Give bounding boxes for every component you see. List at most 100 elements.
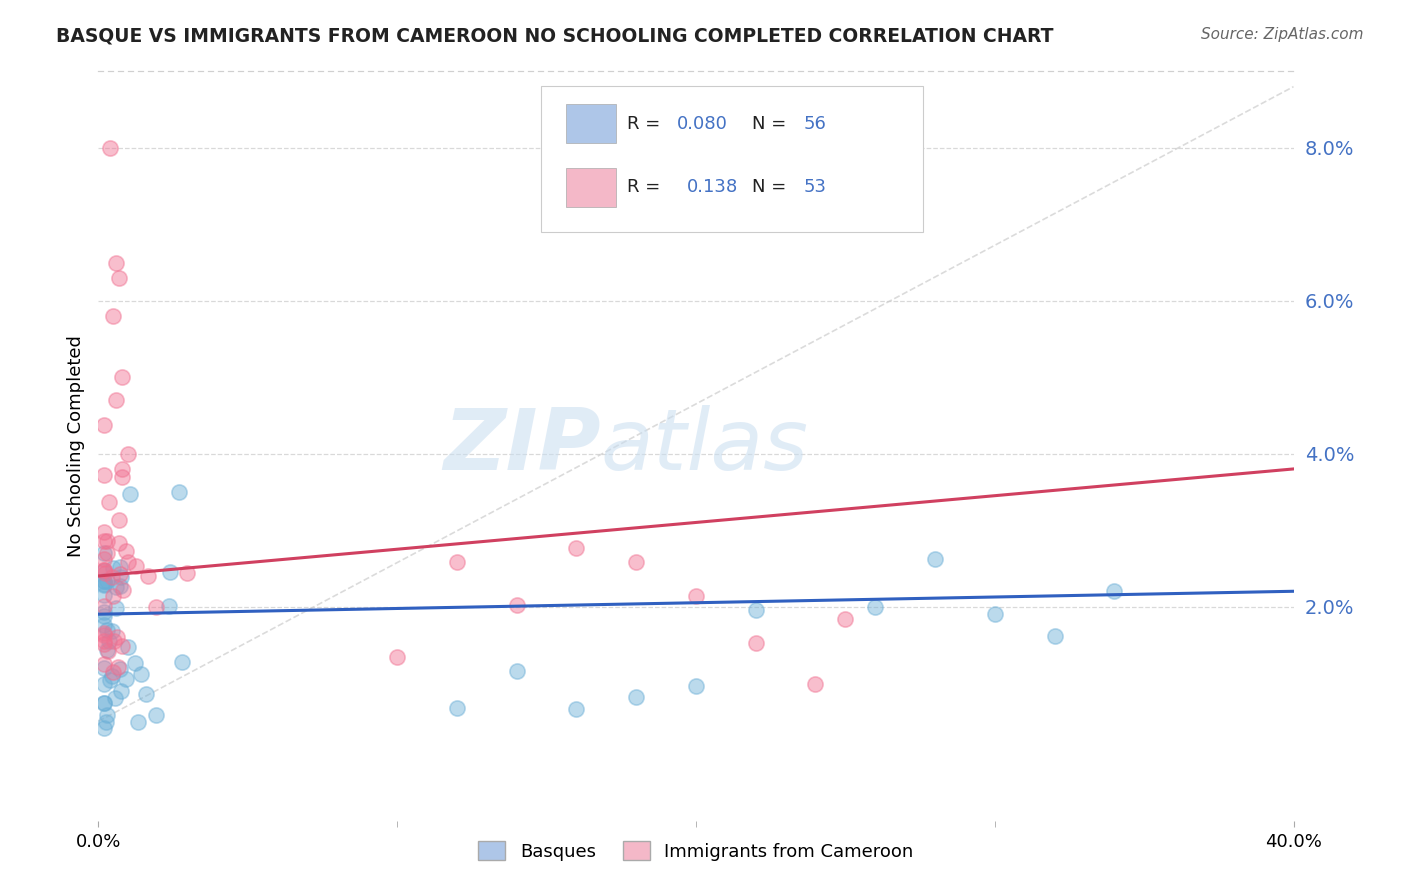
Point [93,696,115,710]
Point [96,574,118,588]
Point [111,583,134,598]
Point [506,664,529,678]
Point [745,603,768,617]
Point [93,618,115,632]
Point [124,656,146,670]
Point [924,552,946,566]
Point [804,677,827,691]
Text: 0.080: 0.080 [676,115,728,133]
Point [93,574,115,589]
Text: BASQUE VS IMMIGRANTS FROM CAMEROON NO SCHOOLING COMPLETED CORRELATION CHART: BASQUE VS IMMIGRANTS FROM CAMEROON NO SC… [56,27,1053,45]
Point [565,541,588,555]
Text: R =: R = [627,115,665,133]
Point [93,657,115,672]
Point [101,624,124,639]
Point [167,484,190,499]
Point [117,447,139,461]
Point [108,567,131,582]
Point [103,309,125,323]
Point [117,640,139,654]
Point [565,702,588,716]
Point [96,643,118,657]
Point [94,566,117,580]
Point [385,649,409,664]
Point [93,563,115,577]
Point [125,559,148,574]
Point [111,470,134,484]
Point [97,644,120,658]
Legend: Basques, Immigrants from Cameroon: Basques, Immigrants from Cameroon [471,834,921,868]
Point [97,495,120,509]
Point [98,633,121,648]
Point [685,679,707,693]
Point [865,600,887,615]
Point [108,270,131,285]
Point [159,565,181,579]
Point [107,660,129,674]
Point [103,634,125,648]
Point [93,599,115,614]
Point [145,708,167,723]
Point [96,533,118,548]
Text: ZIP: ZIP [443,404,600,488]
Point [108,663,131,677]
Point [105,631,128,645]
Point [745,636,768,650]
Point [93,574,115,588]
Point [98,673,121,687]
Point [93,525,115,540]
Point [110,684,132,698]
Point [98,141,122,155]
Y-axis label: No Schooling Completed: No Schooling Completed [66,335,84,557]
Point [145,600,167,615]
Point [105,580,128,594]
Point [114,544,136,558]
Point [104,690,127,705]
Point [115,672,138,686]
Text: R =: R = [627,178,672,196]
Point [111,370,134,384]
Point [93,565,115,579]
Point [93,625,115,640]
Point [1043,629,1066,643]
Point [96,546,118,560]
Point [93,676,115,690]
Point [129,666,152,681]
Point [93,468,115,483]
Point [111,462,134,476]
Point [110,579,132,593]
Point [96,623,118,637]
Point [93,628,115,642]
Point [108,513,131,527]
Point [117,555,139,569]
Point [93,588,115,602]
Point [127,715,149,730]
Point [93,608,115,623]
Point [506,598,529,612]
Text: N =: N = [752,178,792,196]
Point [93,697,115,711]
Text: 53: 53 [804,178,827,196]
Point [94,714,117,729]
Point [159,599,181,614]
Text: 0.138: 0.138 [686,178,738,196]
Point [93,576,115,591]
Text: N =: N = [752,115,792,133]
Point [93,637,115,651]
Point [93,578,115,592]
Point [446,701,468,715]
Point [93,634,115,648]
Text: Source: ZipAtlas.com: Source: ZipAtlas.com [1201,27,1364,42]
Point [93,533,115,548]
Point [118,487,141,501]
Point [96,708,118,723]
Point [626,690,648,705]
Point [93,661,115,675]
Point [101,560,124,574]
Point [101,570,124,584]
Point [93,417,115,432]
Text: atlas: atlas [600,404,808,488]
Point [93,722,115,736]
Text: 56: 56 [804,115,827,133]
Point [101,669,124,683]
